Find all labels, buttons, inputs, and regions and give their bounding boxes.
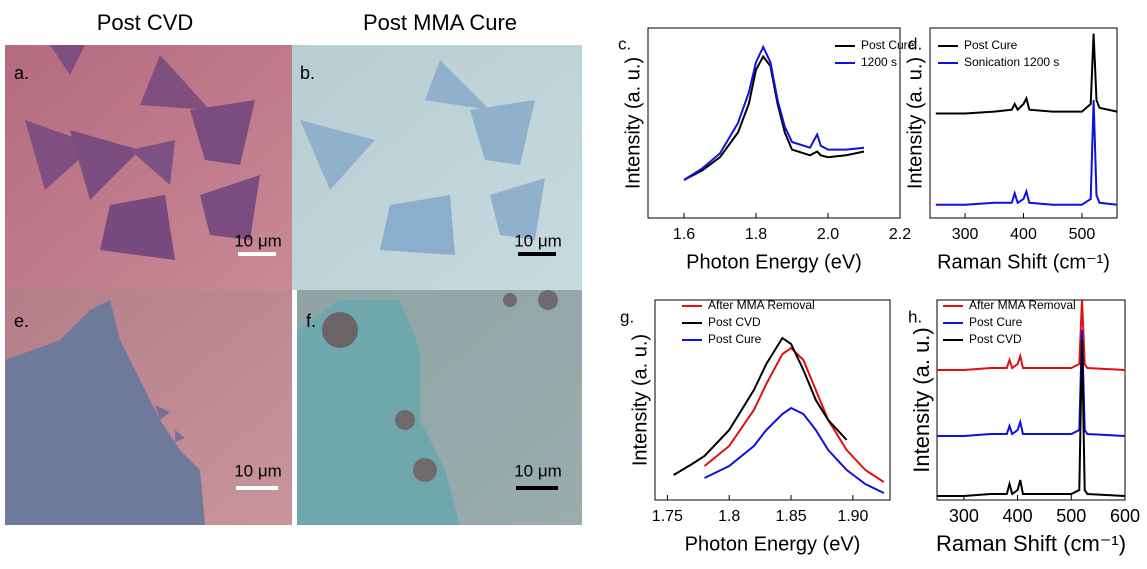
x-tick-label: 500 [1056, 506, 1086, 526]
legend-label: Sonication 1200 s [964, 55, 1059, 69]
legend-label: After MMA Removal [969, 298, 1076, 312]
micrograph [292, 45, 582, 290]
panel-label: a. [14, 63, 29, 83]
x-tick-label: 600 [1110, 506, 1140, 526]
series-line [683, 44, 865, 181]
x-tick-label: 400 [1003, 506, 1033, 526]
x-tick-label: 1.90 [837, 508, 868, 525]
y-axis-label: Intensity (a. u.) [629, 334, 651, 466]
legend-label: Post CVD [708, 315, 761, 329]
panel-label: b. [300, 63, 315, 83]
x-tick-label: 300 [952, 226, 979, 243]
panel-label: e. [14, 311, 29, 331]
series-line [937, 339, 1126, 497]
x-tick-label: 1.75 [652, 508, 683, 525]
panel-label: g. [620, 307, 634, 326]
series-line [937, 329, 1126, 437]
legend-label: Post Cure [708, 332, 762, 346]
panel-label: f. [306, 311, 316, 331]
micrograph [5, 290, 292, 525]
scale-bar [236, 486, 278, 490]
x-axis-label: Raman Shift (cm⁻¹) [936, 531, 1126, 556]
x-tick-label: 1.8 [745, 226, 767, 243]
x-tick-label: 400 [1010, 226, 1037, 243]
scale-bar-label: 10 μm [234, 231, 282, 250]
y-axis-label: Intensity (a. u.) [909, 327, 934, 473]
x-tick-label: 1.85 [775, 508, 806, 525]
plot-frame [647, 27, 901, 219]
micrograph [297, 290, 582, 525]
scale-bar [516, 486, 558, 490]
x-axis-label: Raman Shift (cm⁻¹) [937, 251, 1110, 273]
scale-bar [518, 252, 556, 256]
legend-label: 1200 s [861, 55, 897, 69]
plot-frame [936, 299, 1126, 501]
x-axis-label: Photon Energy (eV) [686, 251, 862, 273]
series-line [673, 336, 848, 476]
series-line [703, 346, 885, 483]
series-line [704, 406, 885, 494]
legend-label: Post Cure [861, 38, 915, 52]
legend-label: Post Cure [964, 38, 1018, 52]
micrograph [5, 45, 292, 290]
x-tick-label: 2.0 [817, 226, 839, 243]
column-title: Post CVD [97, 10, 194, 35]
legend-label: After MMA Removal [708, 298, 815, 312]
x-axis-label: Photon Energy (eV) [685, 533, 861, 555]
scale-bar-label: 10 μm [514, 231, 562, 250]
series-line [935, 100, 1118, 206]
scale-bar-label: 10 μm [234, 461, 282, 480]
x-tick-label: 1.8 [718, 508, 740, 525]
x-tick-label: 1.6 [673, 226, 695, 243]
legend-label: Post Cure [969, 315, 1023, 329]
panel-label: c. [618, 34, 631, 53]
panel-label: d. [908, 34, 922, 53]
series-line [935, 33, 1118, 115]
plot-frame [654, 299, 891, 501]
x-tick-label: 2.2 [889, 226, 911, 243]
scale-bar-label: 10 μm [514, 461, 562, 480]
legend-label: Post CVD [969, 332, 1022, 346]
column-title: Post MMA Cure [363, 10, 517, 35]
panel-label: h. [908, 307, 922, 326]
x-tick-label: 500 [1069, 226, 1096, 243]
y-axis-label: Intensity (a. u.) [904, 57, 926, 189]
x-tick-label: 300 [949, 506, 979, 526]
y-axis-label: Intensity (a. u.) [622, 57, 644, 189]
scale-bar [238, 252, 276, 256]
series-line [937, 299, 1126, 371]
